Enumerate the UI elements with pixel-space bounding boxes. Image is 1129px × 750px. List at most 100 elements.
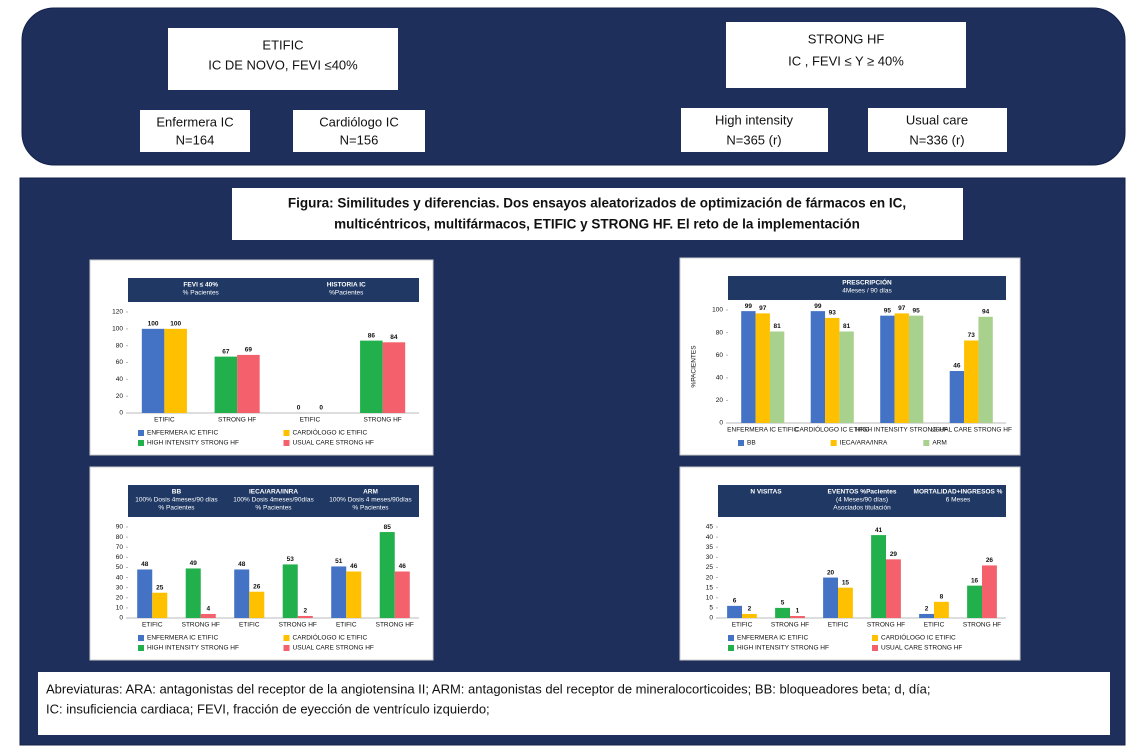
- value-label: 2: [303, 608, 307, 615]
- arm-name: Usual care: [906, 112, 968, 127]
- header-text: N VISITAS: [750, 489, 782, 496]
- bar: [967, 585, 982, 618]
- header-text: ARM: [363, 489, 378, 496]
- box: [293, 110, 425, 152]
- legend-swatch: [138, 635, 144, 641]
- value-label: 48: [238, 561, 246, 568]
- bar: [200, 613, 216, 618]
- bar: [346, 571, 362, 618]
- value-label: 67: [222, 348, 230, 355]
- legend-label: USUAL CARE STRONG HF: [293, 645, 374, 652]
- header-band: [814, 485, 910, 517]
- value-label: 2: [748, 606, 752, 613]
- y-tick-label: 10: [706, 594, 714, 601]
- value-label: 99: [814, 303, 822, 310]
- legend-label: ARM: [932, 440, 946, 447]
- legend-label: ENFERMERA IC ETIFIC: [737, 635, 808, 642]
- bar: [282, 564, 298, 618]
- arm-n: N=365 (r): [726, 132, 781, 147]
- value-label: 46: [953, 363, 961, 370]
- header-text: 100% Dosis 4 meses/90días: [329, 497, 412, 504]
- y-tick-label: 30: [116, 584, 124, 591]
- strong-box: STRONG HF IC , FEVI ≤ Y ≥ 40% High inten…: [681, 22, 1007, 152]
- value-label: 0: [319, 405, 323, 412]
- caption-box: [232, 188, 963, 240]
- legend-swatch: [738, 440, 744, 446]
- box: [681, 108, 828, 152]
- value-label: 15: [842, 579, 850, 586]
- value-label: 53: [287, 556, 295, 563]
- x-tick-label: ETIFIC: [154, 417, 175, 424]
- x-tick-label: ENFERMERA IC ETIFIC: [727, 427, 798, 434]
- bar: [769, 331, 785, 423]
- header-text: %Pacientes: [329, 290, 364, 297]
- bar: [727, 605, 742, 618]
- y-tick-label: 25: [706, 564, 714, 571]
- bar: [934, 601, 949, 618]
- x-tick-label: ETIFIC: [336, 622, 357, 629]
- y-tick-label: 20: [706, 574, 714, 581]
- value-label: 29: [890, 551, 898, 558]
- header-text: 4Meses / 90 días: [842, 288, 892, 295]
- bar: [382, 342, 406, 413]
- y-tick-label: 100: [112, 326, 123, 333]
- bar: [249, 591, 265, 618]
- value-label: 95: [912, 307, 920, 314]
- y-tick-label: 120: [112, 309, 123, 316]
- header-text: MORTALIDAD+INGRESOS %: [914, 489, 1003, 496]
- y-tick-label: 30: [706, 554, 714, 561]
- bar: [185, 568, 201, 618]
- bar: [839, 331, 854, 423]
- x-tick-label: STRONG HF: [182, 622, 220, 629]
- legend-swatch: [283, 430, 290, 436]
- bar: [964, 340, 979, 423]
- x-tick-label: ETIFIC: [732, 622, 753, 629]
- header-text: % Pacientes: [255, 505, 292, 512]
- value-label: 81: [843, 323, 851, 330]
- bar: [152, 592, 168, 618]
- x-tick-label: ETIFIC: [300, 417, 321, 424]
- legend-label: USUAL CARE STRONG HF: [293, 440, 374, 447]
- etific-box: ETIFIC IC DE NOVO, FEVI ≤40% Enfermera I…: [140, 28, 425, 152]
- header-text: % Pacientes: [158, 505, 195, 512]
- y-tick-label: 50: [116, 564, 124, 571]
- legend-swatch: [923, 440, 930, 446]
- y-tick-label: 0: [719, 420, 723, 427]
- y-tick-label: 0: [119, 615, 123, 622]
- y-tick-label: 40: [116, 376, 124, 383]
- value-label: 94: [982, 308, 990, 315]
- value-label: 25: [156, 584, 164, 591]
- value-label: 93: [829, 310, 837, 317]
- bar: [237, 354, 260, 413]
- chart-card: N VISITAS EVENTOS %Pacientes(4 Meses/90 d…: [679, 466, 1021, 661]
- footer-box: [38, 672, 1110, 735]
- legend-label: CARDIÓLOGO IC ETIFIC: [293, 428, 368, 437]
- chart-card: FEVI ≤ 40%% Pacientes HISTORIA IC%Pacient…: [89, 259, 434, 456]
- x-tick-label: STRONG HF: [218, 417, 256, 424]
- header-text: EVENTOS %Pacientes: [828, 489, 897, 496]
- caption-line: multicéntricos, multifármacos, ETIFIC y …: [334, 217, 860, 232]
- y-tick-label: 45: [706, 524, 714, 531]
- legend-swatch: [283, 635, 290, 641]
- header-text: PRESCRIPCIÓN: [842, 278, 892, 287]
- legend-label: HIGH INTENSITY STRONG HF: [737, 645, 829, 652]
- arm-n: N=336 (r): [909, 132, 964, 147]
- y-tick-label: 40: [706, 534, 714, 541]
- value-label: 97: [759, 305, 767, 312]
- value-label: 26: [986, 557, 994, 564]
- y-tick-label: 80: [116, 342, 124, 349]
- legend-label: CARDIÓLOGO IC ETIFIC: [293, 633, 368, 642]
- value-label: 86: [368, 332, 376, 339]
- bar: [394, 571, 410, 618]
- value-label: 1: [796, 608, 800, 615]
- legend-label: HIGH INTENSITY STRONG HF: [147, 440, 239, 447]
- bar: [810, 311, 826, 423]
- header-band: [128, 485, 225, 517]
- value-label: 49: [190, 560, 198, 567]
- value-label: 51: [335, 558, 343, 565]
- y-tick-label: 40: [116, 574, 124, 581]
- value-label: 46: [399, 563, 407, 570]
- bar: [331, 566, 347, 618]
